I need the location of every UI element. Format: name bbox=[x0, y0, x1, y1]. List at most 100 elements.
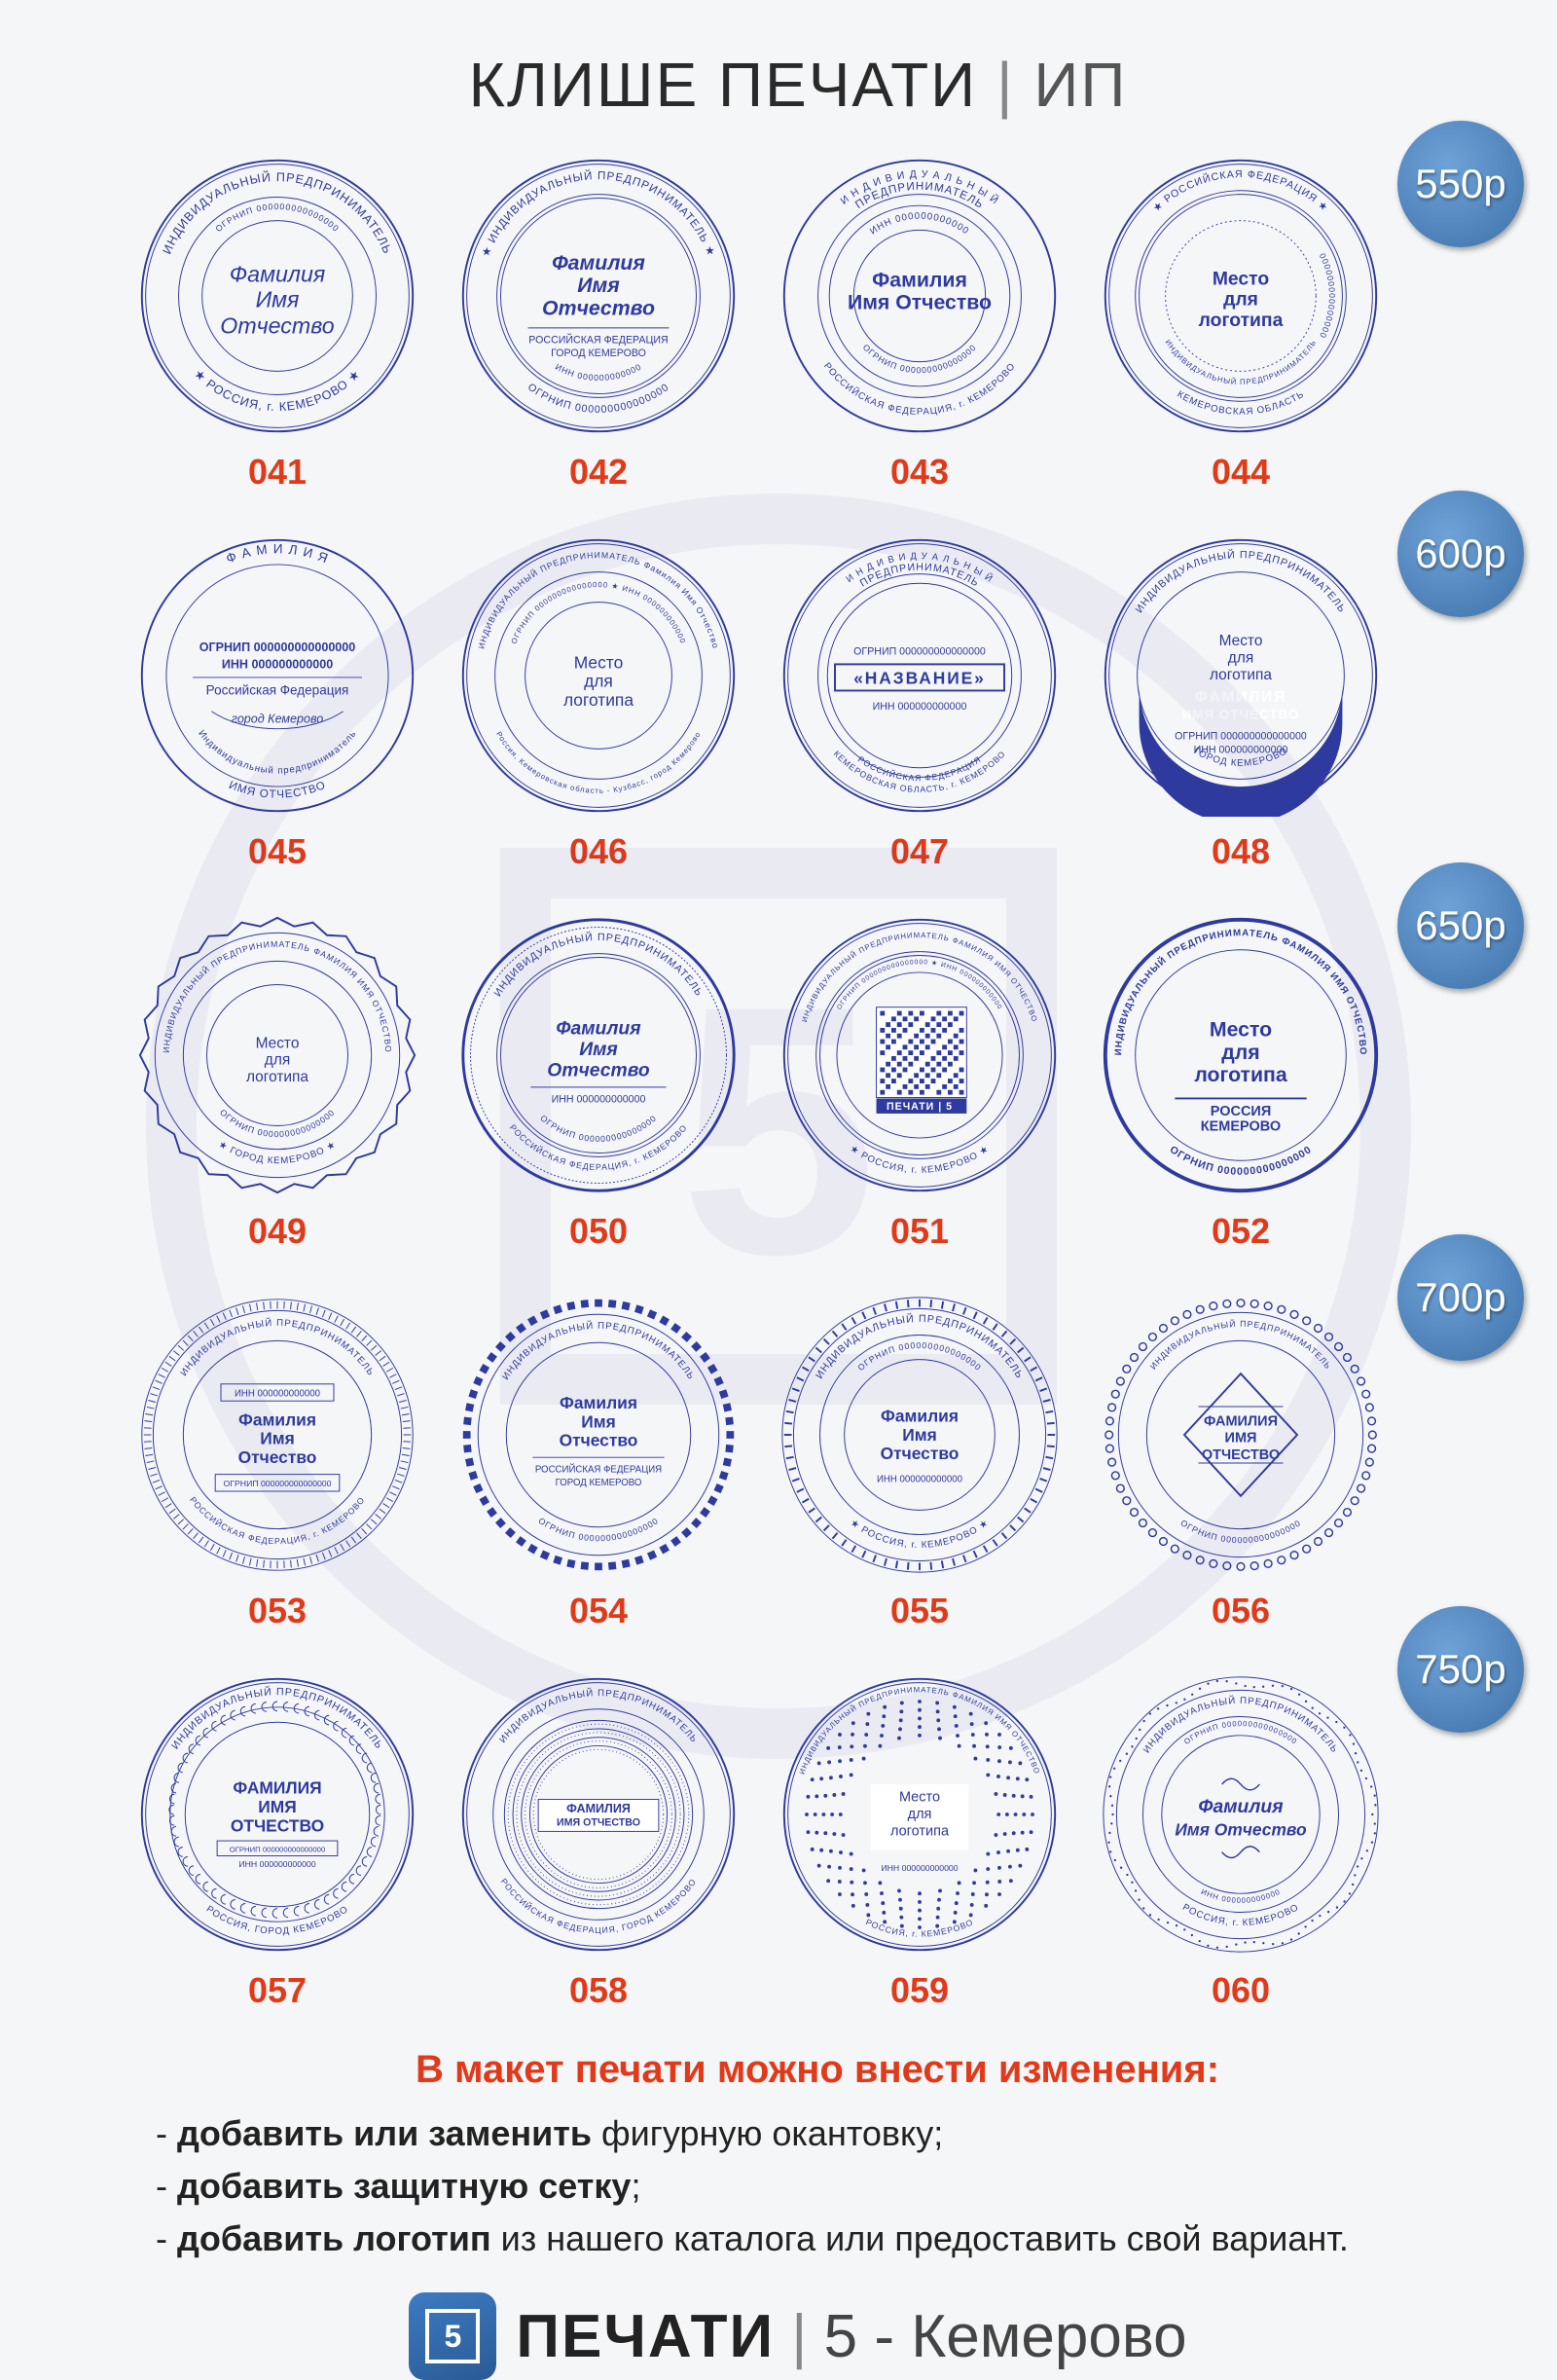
svg-text:ИНН 000000000000: ИНН 000000000000 bbox=[868, 211, 971, 238]
stamp-cell: ★ ИНДИВИДУАЛЬНЫЙ ПРЕДПРИНИМАТЕЛЬ ★ ОГРНИ… bbox=[448, 150, 749, 520]
price-badge: 750р bbox=[1397, 1606, 1524, 1733]
svg-text:Российская Федерация: Российская Федерация bbox=[206, 682, 349, 697]
svg-text:Имя: Имя bbox=[581, 1411, 616, 1431]
svg-text:★ РОССИЯ, г. КЕМЕРОВО ★: ★ РОССИЯ, г. КЕМЕРОВО ★ bbox=[848, 1144, 991, 1176]
svg-text:Фамилия: Фамилия bbox=[881, 1406, 959, 1425]
svg-text:ИНДИВИДУАЛЬНЫЙ ПРЕДПРИНИМАТЕЛЬ: ИНДИВИДУАЛЬНЫЙ ПРЕДПРИНИМАТЕЛЬ bbox=[1148, 1318, 1334, 1372]
svg-text:ИНДИВИДУАЛЬНЫЙ ПРЕДПРИНИМАТЕЛЬ: ИНДИВИДУАЛЬНЫЙ ПРЕДПРИНИМАТЕЛЬ bbox=[1134, 548, 1349, 615]
stamp-image: ИНДИВИДУАЛЬНЫЙ ПРЕДПРИНИМАТЕЛЬ ★ РОССИЯ,… bbox=[131, 150, 423, 442]
stamp-image: ИНДИВИДУАЛЬНЫЙ ПРЕДПРИНИМАТЕЛЬ ФАМИЛИЯ И… bbox=[131, 909, 423, 1201]
stamp-number: 045 bbox=[248, 831, 307, 872]
svg-text:логотипа: логотипа bbox=[563, 690, 634, 710]
stamp-number: 051 bbox=[890, 1211, 949, 1252]
svg-text:РОССИЯ, г. КЕМЕРОВО: РОССИЯ, г. КЕМЕРОВО bbox=[1180, 1902, 1301, 1928]
title-thin: ИП bbox=[1033, 50, 1127, 120]
footer-text: ПЕЧАТИ | 5 - Кемерово bbox=[516, 2302, 1186, 2371]
svg-text:ОГРНИП 000000000000000: ОГРНИП 000000000000000 bbox=[199, 641, 356, 654]
svg-text:ИНН 000000000000: ИНН 000000000000 bbox=[554, 361, 643, 383]
stamp-cell: ИНДИВИДУАЛЬНЫЙ ПРЕДПРИНИМАТЕЛЬ Фамилия И… bbox=[448, 530, 749, 899]
stamp-image: ИНДИВИДУАЛЬНЫЙ ПРЕДПРИНИМАТЕЛЬ РОССИЙСКА… bbox=[131, 1289, 423, 1581]
svg-text:ФАМИЛИЯ: ФАМИЛИЯ bbox=[1204, 1413, 1278, 1429]
price-badge: 600р bbox=[1397, 491, 1524, 617]
stamp-cell: ИНДИВИДУАЛЬНЫЙ ПРЕДПРИНИМАТЕЛЬ РОССИЯ, Г… bbox=[127, 1668, 428, 2038]
svg-text:ГОРОД КЕМЕРОВО: ГОРОД КЕМЕРОВО bbox=[556, 1478, 642, 1488]
stamp-cell: ★ РОССИЙСКАЯ ФЕДЕРАЦИЯ ★ КЕМЕРОВСКАЯ ОБЛ… bbox=[1090, 150, 1392, 520]
stamp-image: ИНДИВИДУАЛЬНЫЙ ПРЕДПРИНИМАТЕЛЬ ФАМИЛИЯ И… bbox=[774, 1668, 1066, 1960]
stamp-number: 055 bbox=[890, 1591, 949, 1631]
stamp-number: 049 bbox=[248, 1211, 307, 1252]
svg-text:логотипа: логотипа bbox=[1210, 667, 1272, 683]
logo-icon: 5 bbox=[409, 2292, 496, 2380]
svg-text:Отчество: Отчество bbox=[238, 1447, 317, 1467]
svg-text:Отчество: Отчество bbox=[881, 1444, 960, 1463]
notes-line: - добавить логотип из нашего каталога ил… bbox=[156, 2213, 1479, 2265]
svg-text:для: для bbox=[584, 672, 613, 691]
svg-text:ОГРНИП 000000000000000: ОГРНИП 000000000000000 bbox=[853, 646, 986, 658]
stamp-image: ИНДИВИДУАЛЬНЫЙ ПРЕДПРИНИМАТЕЛЬ РОССИЙСКА… bbox=[453, 909, 744, 1201]
svg-text:ИНН 000000000000: ИНН 000000000000 bbox=[238, 1859, 315, 1869]
notes-line: - добавить или заменить фигурную окантов… bbox=[156, 2107, 1479, 2160]
svg-text:Имя: Имя bbox=[256, 287, 300, 312]
svg-text:РОССИЙСКАЯ ФЕДЕРАЦИЯ, г. КЕМЕР: РОССИЙСКАЯ ФЕДЕРАЦИЯ, г. КЕМЕРОВО bbox=[188, 1495, 367, 1547]
svg-text:Место: Место bbox=[1219, 633, 1263, 649]
svg-text:Фамилия: Фамилия bbox=[238, 1410, 316, 1429]
svg-text:★ РОССИЯ, г. КЕМЕРОВО ★: ★ РОССИЯ, г. КЕМЕРОВО ★ bbox=[849, 1518, 992, 1551]
svg-text:ФАМИЛИЯ: ФАМИЛИЯ bbox=[233, 1778, 321, 1798]
notes-line: - добавить защитную сетку; bbox=[156, 2160, 1479, 2213]
svg-text:★ ГОРОД КЕМЕРОВО ★: ★ ГОРОД КЕМЕРОВО ★ bbox=[216, 1139, 338, 1166]
stamp-number: 060 bbox=[1212, 1970, 1270, 2011]
stamp-image: И Н Д И В И Д У А Л Ь Н Ы Й ПРЕДПРИНИМАТ… bbox=[774, 150, 1066, 442]
svg-text:КЕМЕРОВСКАЯ ОБЛАСТЬ: КЕМЕРОВСКАЯ ОБЛАСТЬ bbox=[1176, 389, 1307, 418]
footer-brand: ПЕЧАТИ bbox=[516, 2303, 775, 2370]
svg-text:ОГРНИП 000000000000000: ОГРНИП 000000000000000 bbox=[537, 1516, 661, 1543]
stamp-number: 059 bbox=[890, 1970, 949, 2011]
stamp-image: ИНДИВИДУАЛЬНЫЙ ПРЕДПРИНИМАТЕЛЬ ★ РОССИЯ,… bbox=[774, 1289, 1066, 1581]
stamp-number: 041 bbox=[248, 452, 307, 493]
svg-text:ОГРНИП 000000000000000: ОГРНИП 000000000000000 bbox=[525, 382, 671, 416]
svg-text:Имя Отчество: Имя Отчество bbox=[1175, 1819, 1307, 1839]
stamp-cell: ИНДИВИДУАЛЬНЫЙ ПРЕДПРИНИМАТЕЛЬ Место для… bbox=[1090, 530, 1392, 899]
stamp-number: 054 bbox=[569, 1591, 628, 1631]
stamp-cell: ИНДИВИДУАЛЬНЫЙ ПРЕДПРИНИМАТЕЛЬ ОГРНИП 00… bbox=[448, 1289, 749, 1659]
svg-text:Имя: Имя bbox=[577, 274, 620, 297]
stamp-cell: ИНДИВИДУАЛЬНЫЙ ПРЕДПРИНИМАТЕЛЬ ★ РОССИЯ,… bbox=[127, 150, 428, 520]
stamp-image: ИНДИВИДУАЛЬНЫЙ ПРЕДПРИНИМАТЕЛЬ Фамилия И… bbox=[453, 530, 744, 822]
svg-text:Место: Место bbox=[574, 652, 624, 672]
svg-text:«НАЗВАНИЕ»: «НАЗВАНИЕ» bbox=[853, 669, 986, 688]
stamp-cell: ИНДИВИДУАЛЬНЫЙ ПРЕДПРИНИМАТЕЛЬ ФАМИЛИЯ И… bbox=[127, 909, 428, 1279]
stamp-cell: ИНДИВИДУАЛЬНЫЙ ПРЕДПРИНИМАТЕЛЬ РОССИЙСКА… bbox=[127, 1289, 428, 1659]
svg-text:ОГРНИП 000000000000000 ★ ИНН 0: ОГРНИП 000000000000000 ★ ИНН 00000000000… bbox=[836, 959, 1003, 1011]
svg-text:Место: Место bbox=[1213, 269, 1270, 289]
stamp-cell: И Н Д И В И Д У А Л Ь Н Ы Й ПРЕДПРИНИМАТ… bbox=[769, 150, 1070, 520]
svg-text:логотипа: логотипа bbox=[246, 1069, 308, 1085]
stamp-number: 044 bbox=[1212, 452, 1270, 493]
footer-rest: 5 - Кемерово bbox=[824, 2303, 1187, 2370]
svg-text:ИМЯ: ИМЯ bbox=[258, 1797, 297, 1816]
svg-text:Имя Отчество: Имя Отчество bbox=[848, 291, 992, 314]
stamp-cell: Ф А М И Л И Я ИМЯ ОТЧЕСТВО Индивидуальны… bbox=[127, 530, 428, 899]
stamp-image: ★ ИНДИВИДУАЛЬНЫЙ ПРЕДПРИНИМАТЕЛЬ ★ ОГРНИ… bbox=[453, 150, 744, 442]
price-badge: 650р bbox=[1397, 862, 1524, 989]
svg-text:Имя: Имя bbox=[260, 1429, 295, 1448]
svg-text:ОГРНИП 000000000000000: ОГРНИП 000000000000000 bbox=[1182, 1719, 1299, 1746]
svg-text:ИНДИВИДУАЛЬНЫЙ ПРЕДПРИНИМАТЕЛЬ: ИНДИВИДУАЛЬНЫЙ ПРЕДПРИНИМАТЕЛЬ ФАМИЛИЯ И… bbox=[797, 1685, 1041, 1776]
svg-text:для: для bbox=[908, 1807, 932, 1822]
stamp-image: ИНДИВИДУАЛЬНЫЙ ПРЕДПРИНИМАТЕЛЬ ОГРНИП 00… bbox=[1095, 1289, 1387, 1581]
svg-text:ИНН 000000000000: ИНН 000000000000 bbox=[877, 1474, 962, 1484]
stamp-image: ИНДИВИДУАЛЬНЫЙ ПРЕДПРИНИМАТЕЛЬ ОГРНИП 00… bbox=[453, 1289, 744, 1581]
stamp-image: ИНДИВИДУАЛЬНЫЙ ПРЕДПРИНИМАТЕЛЬ Место для… bbox=[1095, 530, 1387, 822]
page-title: КЛИШЕ ПЕЧАТИ | ИП bbox=[117, 49, 1479, 121]
svg-text:Отчество: Отчество bbox=[560, 1431, 638, 1450]
svg-text:для: для bbox=[1221, 1041, 1259, 1064]
svg-text:Место: Место bbox=[1210, 1018, 1272, 1042]
svg-text:ГОРОД КЕМЕРОВО: ГОРОД КЕМЕРОВО bbox=[551, 348, 646, 359]
stamp-image: ★ РОССИЙСКАЯ ФЕДЕРАЦИЯ ★ КЕМЕРОВСКАЯ ОБЛ… bbox=[1095, 150, 1387, 442]
notes-title: В макет печати можно внести изменения: bbox=[156, 2048, 1479, 2092]
stamp-cell: ИНДИВИДУАЛЬНЫЙ ПРЕДПРИНИМАТЕЛЬ РОССИЙСКА… bbox=[448, 909, 749, 1279]
svg-text:000000000000000: 000000000000000 bbox=[1318, 252, 1337, 341]
stamp-cell: ИНДИВИДУАЛЬНЫЙ ПРЕДПРИНИМАТЕЛЬ ФАМИЛИЯ И… bbox=[769, 1668, 1070, 2038]
svg-text:РОССИЯ: РОССИЯ bbox=[1211, 1104, 1272, 1119]
svg-text:логотипа: логотипа bbox=[1199, 311, 1284, 331]
svg-text:ИНН 000000000000: ИНН 000000000000 bbox=[873, 701, 967, 713]
stamp-number: 056 bbox=[1212, 1591, 1270, 1631]
